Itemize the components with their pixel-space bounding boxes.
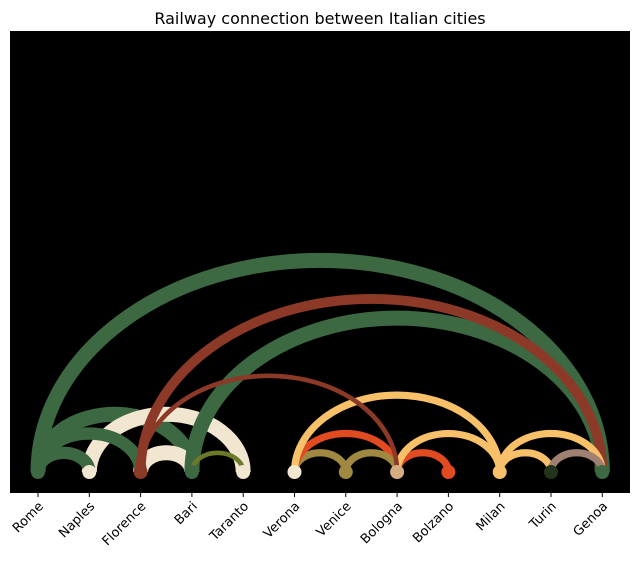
edge-layer — [30, 252, 610, 473]
x-tick-label: Verona — [261, 499, 304, 542]
node-bolzano — [441, 465, 456, 479]
x-tick-label: Venice — [314, 499, 355, 540]
edge-florence-genoa — [135, 293, 608, 473]
x-tick-label: Naples — [56, 499, 98, 541]
node-naples — [82, 465, 97, 479]
edge-verona-milan — [290, 391, 504, 473]
node-florence — [133, 465, 148, 479]
node-bari — [184, 465, 199, 479]
x-tick-label: Bologna — [358, 499, 406, 547]
chart-title: Railway connection between Italian citie… — [154, 9, 485, 28]
edge-turin-genoa — [547, 449, 606, 473]
x-tick-label: Milan — [473, 499, 508, 534]
node-layer — [31, 465, 610, 479]
edge-florence-bologna — [138, 373, 400, 473]
node-venice — [338, 465, 353, 479]
x-tick-label: Turin — [526, 499, 560, 533]
node-taranto — [236, 465, 251, 479]
x-tick-label: Bolzano — [410, 499, 457, 546]
node-turin — [544, 465, 558, 479]
node-milan — [492, 465, 507, 479]
edge-rome-florence — [31, 427, 147, 473]
edge-milan-genoa — [496, 429, 606, 473]
edge-bari-taranto — [189, 450, 246, 473]
node-bologna — [390, 465, 405, 479]
node-verona — [287, 465, 302, 479]
edge-rome-genoa — [30, 252, 610, 473]
edge-bologna-milan — [393, 429, 504, 473]
x-tick-label: Taranto — [207, 499, 253, 545]
node-genoa — [595, 465, 610, 479]
x-tick-label: Rome — [10, 499, 47, 536]
x-axis: Rome Naples Florence Bari Taranto Verona Venic… — [10, 493, 611, 549]
x-tick-label: Florence — [100, 499, 150, 549]
x-tick-label: Bari — [172, 499, 201, 528]
node-rome — [31, 465, 45, 479]
x-tick-label: Genoa — [571, 499, 611, 539]
